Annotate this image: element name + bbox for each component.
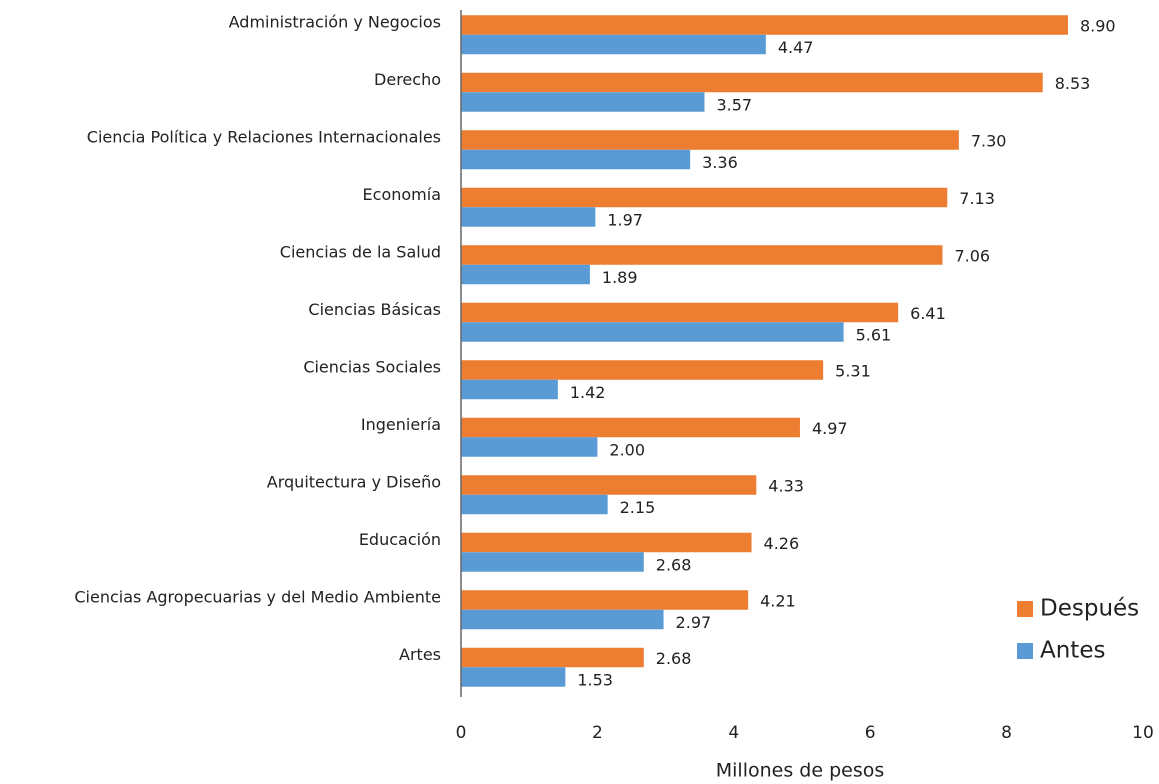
x-tick-label: 6 <box>865 723 876 743</box>
bar <box>461 264 590 285</box>
y-tick-label: Ciencia Política y Relaciones Internacio… <box>87 127 441 146</box>
value-label: 1.42 <box>570 383 606 402</box>
y-tick-label: Arquitectura y Diseño <box>267 472 441 491</box>
bar <box>461 34 766 55</box>
bar <box>461 532 752 553</box>
bar <box>461 72 1043 93</box>
value-label: 2.68 <box>656 556 692 575</box>
value-label: 4.97 <box>812 419 848 438</box>
y-tick-label: Derecho <box>374 70 441 89</box>
value-label: 4.21 <box>760 592 796 611</box>
bar <box>461 15 1068 35</box>
legend-swatch <box>1017 601 1033 617</box>
x-tick-label: 8 <box>1001 723 1012 743</box>
bar <box>461 609 664 630</box>
value-label: 3.36 <box>702 153 738 172</box>
y-tick-label: Economía <box>363 185 441 204</box>
value-label: 6.41 <box>910 304 946 323</box>
bar <box>461 245 943 265</box>
value-label: 7.13 <box>959 189 995 208</box>
value-label: 2.97 <box>676 613 712 632</box>
value-label: 2.00 <box>609 441 645 460</box>
bar <box>461 360 824 380</box>
value-label: 2.15 <box>620 498 656 517</box>
bar <box>461 207 596 227</box>
value-label: 5.61 <box>856 326 892 345</box>
value-label: 1.89 <box>602 268 638 287</box>
x-tick-label: 10 <box>1132 723 1154 743</box>
y-tick-label: Educación <box>359 530 441 549</box>
bar <box>461 475 757 495</box>
y-tick-label: Ciencias Agropecuarias y del Medio Ambie… <box>74 587 441 606</box>
bar <box>461 667 566 687</box>
y-tick-label: Ciencias de la Salud <box>280 242 441 261</box>
bar <box>461 149 691 170</box>
value-label: 4.47 <box>778 38 814 57</box>
x-tick-label: 0 <box>456 723 467 743</box>
bar <box>461 322 844 342</box>
bar <box>461 552 644 572</box>
x-tick-label: 4 <box>728 723 739 743</box>
value-label: 4.33 <box>768 477 804 496</box>
y-tick-label: Ciencias Básicas <box>308 300 441 319</box>
value-label: 1.53 <box>577 671 613 690</box>
bar <box>461 647 644 668</box>
bar <box>461 302 899 323</box>
x-tick-label: 2 <box>592 723 603 743</box>
y-tick-label: Artes <box>399 645 441 664</box>
value-label: 1.97 <box>607 211 643 230</box>
bar <box>461 417 800 438</box>
x-axis-label: Millones de pesos <box>716 760 885 782</box>
legend-swatch <box>1017 643 1033 659</box>
value-label: 2.68 <box>656 649 692 668</box>
value-label: 3.57 <box>716 96 752 115</box>
value-label: 4.26 <box>764 534 800 553</box>
bar <box>461 130 959 150</box>
value-label: 8.90 <box>1080 17 1116 36</box>
legend-label: Antes <box>1040 638 1105 664</box>
value-label: 8.53 <box>1055 74 1091 93</box>
bar <box>461 92 705 112</box>
y-tick-label: Ingeniería <box>361 415 441 434</box>
bar <box>461 494 608 515</box>
y-tick-label: Administración y Negocios <box>229 12 441 31</box>
y-tick-label: Ciencias Sociales <box>303 357 441 376</box>
value-label: 7.06 <box>954 247 990 266</box>
bar <box>461 187 948 208</box>
legend-label: Después <box>1040 596 1139 622</box>
value-label: 7.30 <box>971 132 1007 151</box>
value-label: 5.31 <box>835 362 871 381</box>
bar <box>461 379 558 400</box>
bar <box>461 437 598 457</box>
bar <box>461 590 749 610</box>
